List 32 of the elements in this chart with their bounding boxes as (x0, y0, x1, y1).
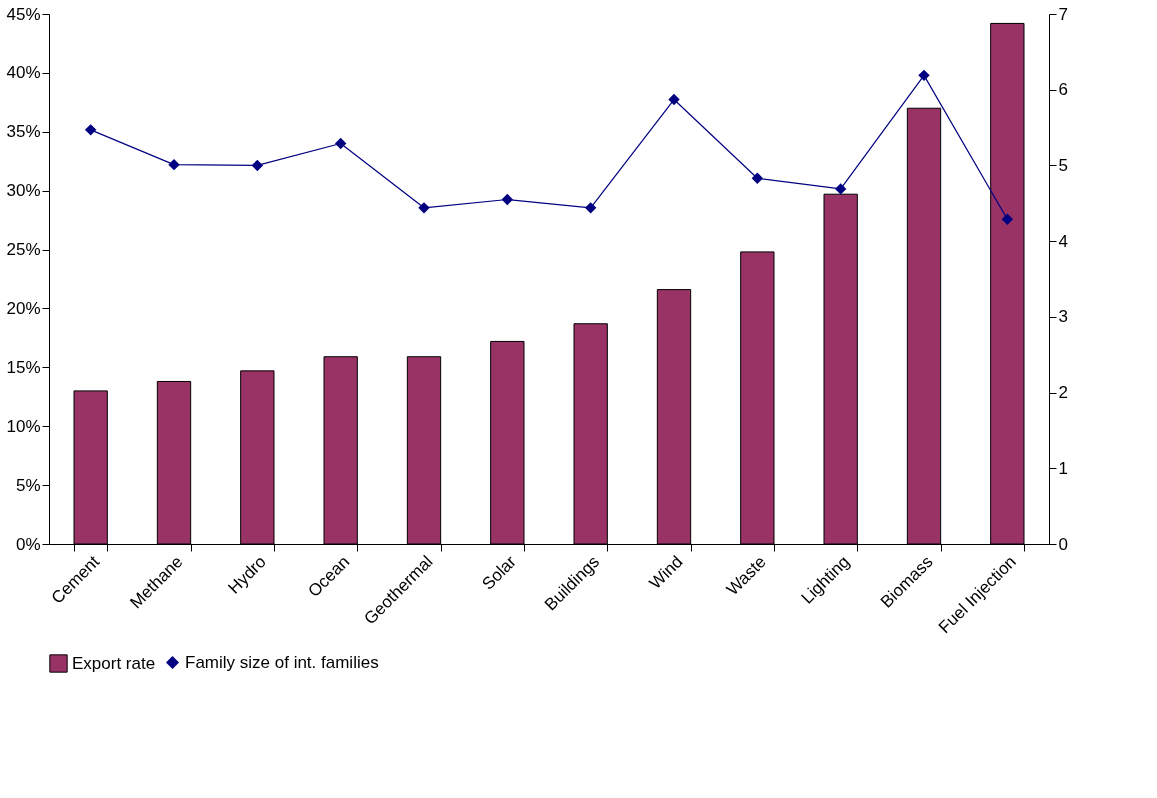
y2-tick-label: 3 (1058, 307, 1068, 327)
point (251, 159, 264, 172)
point (834, 183, 847, 195)
point (418, 202, 430, 214)
y-tick-label: 0% (15, 534, 41, 554)
point (168, 158, 180, 171)
point (584, 202, 597, 214)
y-tick-label: 15% (6, 357, 41, 377)
y2-tick-label: 1 (1058, 458, 1068, 478)
y-tick-label: 25% (6, 240, 41, 260)
y2-tick-label: 4 (1058, 231, 1068, 251)
y-tick-label: 45% (6, 4, 41, 24)
point (334, 137, 347, 150)
point (501, 193, 514, 206)
point (918, 69, 930, 82)
y2-tick-label: 7 (1058, 4, 1068, 24)
y2-tick-label: 6 (1058, 80, 1068, 100)
y-tick-label: 35% (6, 122, 41, 142)
y2-tick-label: 0 (1058, 534, 1068, 554)
point (668, 93, 680, 106)
y-tick-label: 5% (15, 475, 41, 495)
point (751, 172, 764, 184)
legend-label: Export rate (72, 653, 156, 673)
point (84, 124, 97, 136)
y-tick-label: 40% (6, 63, 41, 83)
legend-label: Family size of int. families (185, 652, 379, 672)
y2-tick-label: 5 (1058, 155, 1068, 175)
y-tick-label: 30% (6, 181, 41, 201)
y-tick-label: 10% (6, 416, 41, 436)
y2-tick-label: 2 (1058, 383, 1068, 403)
point (1001, 213, 1014, 225)
y-tick-label: 20% (6, 298, 41, 318)
